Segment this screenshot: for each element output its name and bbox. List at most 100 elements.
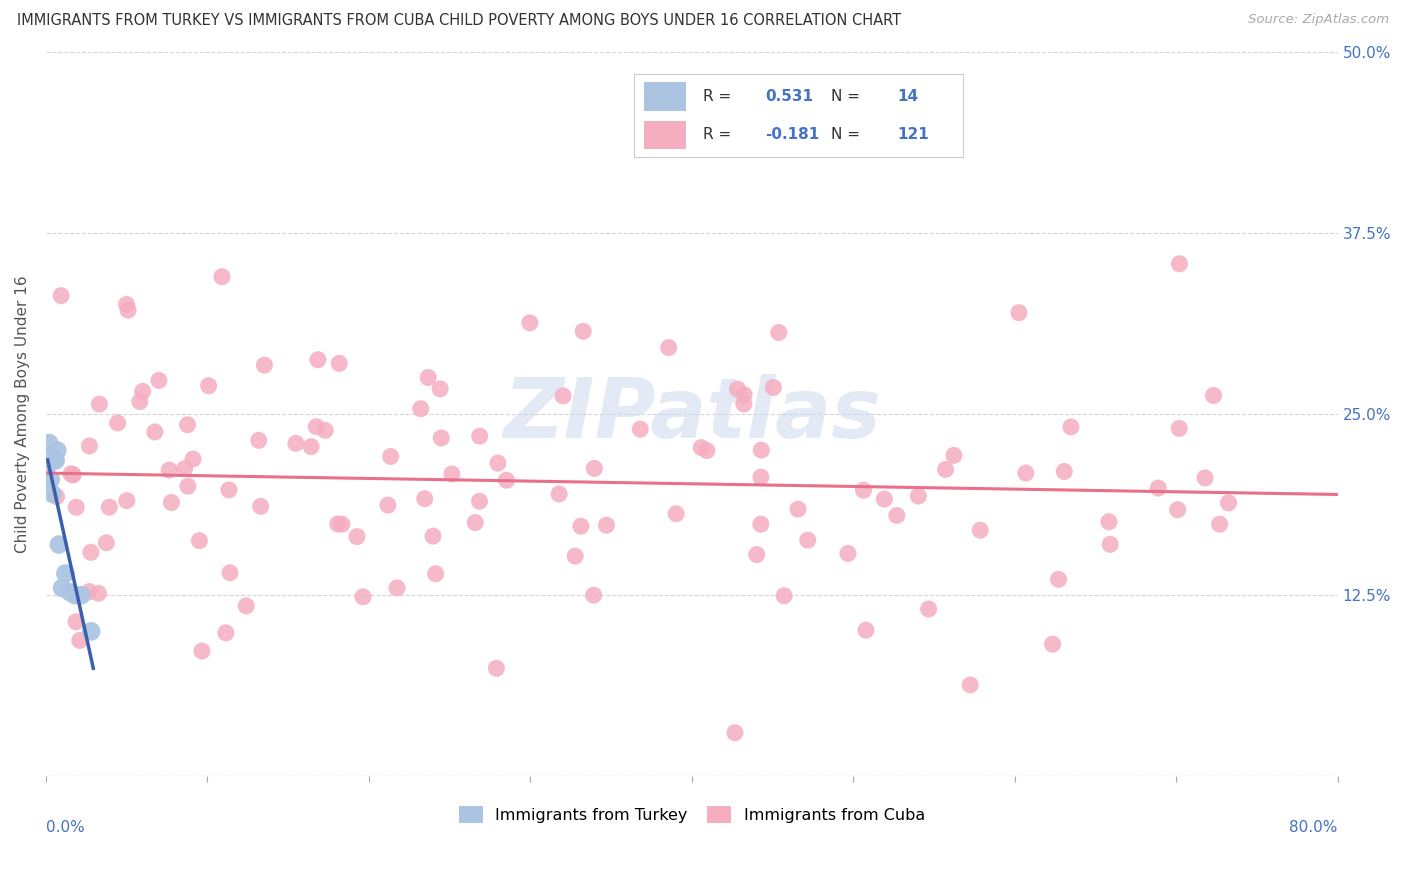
Point bbox=[59, 585, 82, 599]
Point bbox=[307, 352, 329, 367]
Point bbox=[468, 429, 491, 443]
Text: Source: ZipAtlas.com: Source: ZipAtlas.com bbox=[1249, 13, 1389, 27]
Text: ZIPatlas: ZIPatlas bbox=[503, 374, 880, 455]
Point bbox=[215, 625, 238, 640]
Point bbox=[749, 443, 772, 458]
Point bbox=[191, 644, 214, 658]
Point bbox=[440, 467, 463, 481]
Point bbox=[582, 588, 605, 602]
Point bbox=[768, 326, 790, 340]
Point bbox=[51, 581, 73, 595]
Point bbox=[749, 517, 772, 532]
Point bbox=[385, 581, 408, 595]
Point bbox=[87, 586, 110, 600]
Y-axis label: Child Poverty Among Boys Under 16: Child Poverty Among Boys Under 16 bbox=[15, 276, 30, 553]
Point bbox=[564, 549, 586, 563]
Point bbox=[284, 436, 307, 450]
Point bbox=[1167, 502, 1189, 516]
Point bbox=[176, 417, 198, 432]
Point bbox=[696, 443, 718, 458]
Point bbox=[143, 425, 166, 439]
Point bbox=[211, 269, 233, 284]
Point bbox=[326, 516, 349, 531]
Point bbox=[45, 453, 67, 467]
Point bbox=[942, 449, 965, 463]
Text: 80.0%: 80.0% bbox=[1289, 820, 1337, 835]
Point bbox=[38, 436, 60, 450]
Point bbox=[873, 492, 896, 507]
Point bbox=[429, 382, 451, 396]
Point bbox=[749, 470, 772, 484]
Point bbox=[1147, 481, 1170, 495]
Point bbox=[745, 548, 768, 562]
Point bbox=[762, 380, 785, 394]
Point bbox=[299, 440, 322, 454]
Point bbox=[49, 288, 72, 302]
Point bbox=[62, 467, 84, 482]
Point bbox=[1202, 388, 1225, 402]
Point bbox=[773, 589, 796, 603]
Point bbox=[69, 633, 91, 648]
Point bbox=[314, 423, 336, 437]
Point bbox=[430, 431, 453, 445]
Point bbox=[519, 316, 541, 330]
Point bbox=[796, 533, 818, 548]
Point bbox=[551, 389, 574, 403]
Point bbox=[107, 416, 129, 430]
Point bbox=[70, 588, 93, 602]
Point bbox=[37, 458, 59, 472]
Point bbox=[917, 602, 939, 616]
Point bbox=[197, 378, 219, 392]
Point bbox=[117, 303, 139, 318]
Point bbox=[595, 518, 617, 533]
Point bbox=[1099, 537, 1122, 551]
Point bbox=[48, 537, 70, 551]
Point bbox=[89, 397, 111, 411]
Point bbox=[1098, 515, 1121, 529]
Point bbox=[418, 370, 440, 384]
Point bbox=[665, 507, 688, 521]
Point bbox=[128, 394, 150, 409]
Point bbox=[115, 493, 138, 508]
Point bbox=[935, 462, 957, 476]
Point bbox=[63, 588, 86, 602]
Point bbox=[1208, 517, 1230, 532]
Point bbox=[157, 463, 180, 477]
Point bbox=[733, 387, 755, 401]
Point bbox=[1218, 496, 1240, 510]
Point bbox=[131, 384, 153, 399]
Text: 0.0%: 0.0% bbox=[46, 820, 84, 835]
Point bbox=[486, 456, 509, 470]
Point bbox=[79, 439, 101, 453]
Point bbox=[1060, 420, 1083, 434]
Point bbox=[79, 584, 101, 599]
Point bbox=[80, 545, 103, 559]
Point bbox=[219, 566, 242, 580]
Point bbox=[886, 508, 908, 523]
Point bbox=[53, 566, 76, 581]
Point bbox=[62, 467, 84, 482]
Point bbox=[328, 356, 350, 370]
Point bbox=[787, 502, 810, 516]
Point bbox=[188, 533, 211, 548]
Point bbox=[569, 519, 592, 533]
Point bbox=[959, 678, 981, 692]
Point bbox=[690, 441, 713, 455]
Point bbox=[724, 725, 747, 739]
Point bbox=[1194, 471, 1216, 485]
Text: IMMIGRANTS FROM TURKEY VS IMMIGRANTS FROM CUBA CHILD POVERTY AMONG BOYS UNDER 16: IMMIGRANTS FROM TURKEY VS IMMIGRANTS FRO… bbox=[17, 13, 901, 29]
Point bbox=[65, 615, 87, 629]
Point bbox=[1168, 257, 1191, 271]
Point bbox=[45, 490, 67, 504]
Point bbox=[658, 341, 681, 355]
Point bbox=[422, 529, 444, 543]
Point bbox=[413, 491, 436, 506]
Point bbox=[80, 624, 103, 639]
Point bbox=[173, 461, 195, 475]
Point bbox=[96, 536, 118, 550]
Point bbox=[148, 373, 170, 387]
Point bbox=[727, 382, 749, 396]
Point bbox=[346, 530, 368, 544]
Point bbox=[249, 500, 271, 514]
Point bbox=[330, 517, 353, 532]
